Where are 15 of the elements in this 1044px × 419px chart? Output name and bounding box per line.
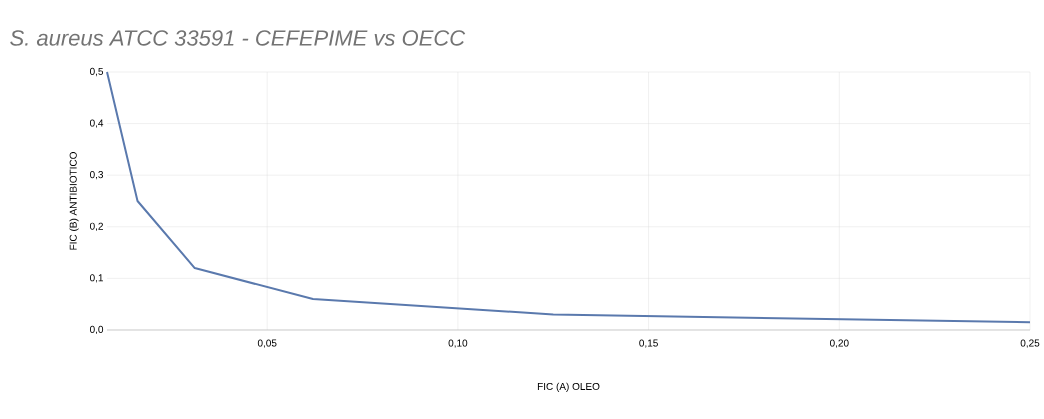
y-tick-label: 0,2 xyxy=(89,222,103,231)
x-tick-label: 0,25 xyxy=(1020,339,1040,348)
y-tick-label: 0,1 xyxy=(89,274,103,283)
line-series xyxy=(106,70,1031,324)
y-tick-label: 0,3 xyxy=(89,171,104,180)
y-tick-label: 0,0 xyxy=(89,325,104,335)
x-tick-label: 0,10 xyxy=(448,339,468,348)
y-tick-label: 0,5 xyxy=(89,67,104,77)
y-tick-label: 0,4 xyxy=(89,119,104,128)
x-tick-label: 0,15 xyxy=(639,339,658,348)
chart-title: S. aureus ATCC 33591 - CEFEPIME vs OECC xyxy=(10,30,466,46)
x-tick-label: 0,05 xyxy=(257,339,277,348)
x-tick-label: 0,20 xyxy=(829,339,849,348)
y-axis-title: FIC (B) ANTIBIOTICO xyxy=(69,152,79,250)
x-axis-title: FIC (A) OLEO xyxy=(537,382,600,392)
